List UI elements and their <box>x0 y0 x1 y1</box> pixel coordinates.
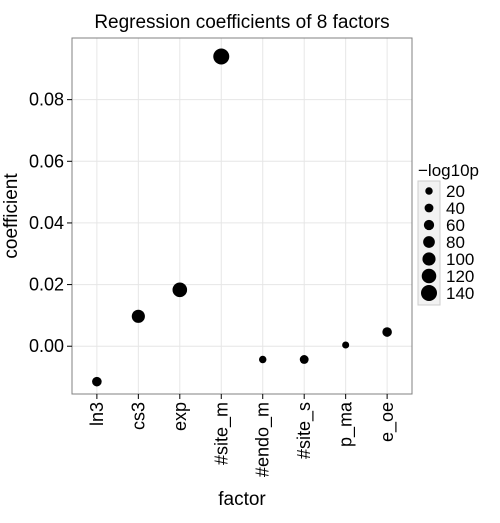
legend-title: −log10p <box>418 161 479 180</box>
legend-key <box>425 187 433 195</box>
data-points <box>92 48 392 387</box>
legend-key <box>422 252 436 266</box>
y-axis-title: coefficient <box>1 173 22 259</box>
x-tick-label: #site_m <box>211 402 232 465</box>
y-axis: 0.00 0.02 0.04 0.06 0.08 <box>29 90 72 356</box>
legend-label: 60 <box>446 216 465 235</box>
x-tick-label: ln3 <box>87 402 107 426</box>
data-point <box>172 282 188 298</box>
legend-key <box>424 203 434 213</box>
data-point <box>299 355 309 364</box>
data-point <box>382 327 392 337</box>
data-point <box>259 355 267 364</box>
data-point <box>92 376 102 387</box>
legend-label: 100 <box>446 250 474 269</box>
data-point <box>213 48 230 65</box>
y-tick-label: 0.04 <box>29 213 64 233</box>
legend-label: 20 <box>446 182 465 201</box>
plot-panel <box>71 37 413 395</box>
x-tick-label: cs3 <box>128 402 148 430</box>
grid <box>72 38 412 394</box>
legend-key <box>421 285 437 301</box>
legend-label: 40 <box>446 199 465 218</box>
y-tick-label: 0.08 <box>29 90 64 110</box>
legend-label: 140 <box>446 284 474 303</box>
data-point <box>131 309 145 323</box>
y-tick-label: 0.02 <box>29 275 64 295</box>
x-tick-label: exp <box>170 402 190 431</box>
x-tick-label: p_ma <box>336 401 357 447</box>
data-point <box>342 341 350 349</box>
y-tick-label: 0.06 <box>29 151 64 171</box>
chart-title: Regression coefficients of 8 factors <box>94 12 389 33</box>
legend-label: 80 <box>446 233 465 252</box>
legend-key <box>421 268 437 284</box>
y-tick-label: 0.00 <box>29 336 64 356</box>
x-axis: ln3 cs3 exp #site_m #endo_m #site_s p_ma e_oe <box>87 394 398 477</box>
x-tick-label: #site_s <box>294 402 315 459</box>
legend-key <box>423 236 435 248</box>
x-tick-label: e_oe <box>377 402 398 442</box>
legend-key <box>423 219 435 231</box>
x-axis-title: factor <box>218 489 266 510</box>
x-tick-label: #endo_m <box>253 402 274 477</box>
legend-label: 120 <box>446 267 474 286</box>
